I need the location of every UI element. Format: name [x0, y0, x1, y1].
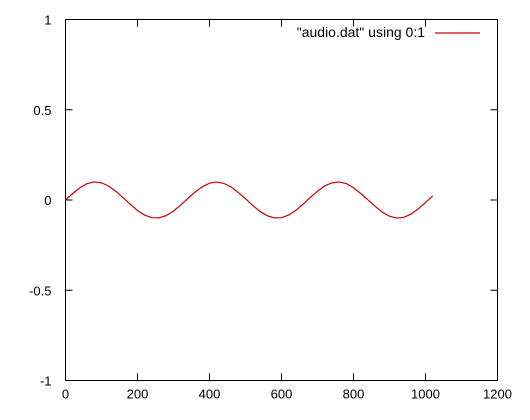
plot-frame — [65, 19, 498, 381]
x-tick-label: 400 — [199, 387, 221, 402]
x-tick-label: 0 — [62, 387, 69, 402]
x-tick-label: 1000 — [411, 387, 440, 402]
series-layer — [65, 181, 434, 219]
x-tick-label: 600 — [271, 387, 293, 402]
x-tick-label: 800 — [343, 387, 365, 402]
x-axis: 0 200 400 600 800 1000 1200 — [62, 19, 512, 402]
legend: "audio.dat" using 0:1 — [297, 24, 480, 40]
y-tick-label: 0 — [44, 193, 51, 208]
legend-label: "audio.dat" using 0:1 — [297, 24, 425, 40]
y-tick-label: 1 — [44, 13, 51, 28]
y-tick-label: 0.5 — [33, 103, 51, 118]
x-tick-label: 200 — [127, 387, 149, 402]
series-line — [65, 181, 434, 219]
y-tick-label: -1 — [40, 374, 52, 389]
y-tick-label: -0.5 — [29, 283, 51, 298]
x-tick-label: 1200 — [483, 387, 512, 402]
y-axis: -1 -0.5 0 0.5 1 — [29, 13, 498, 389]
